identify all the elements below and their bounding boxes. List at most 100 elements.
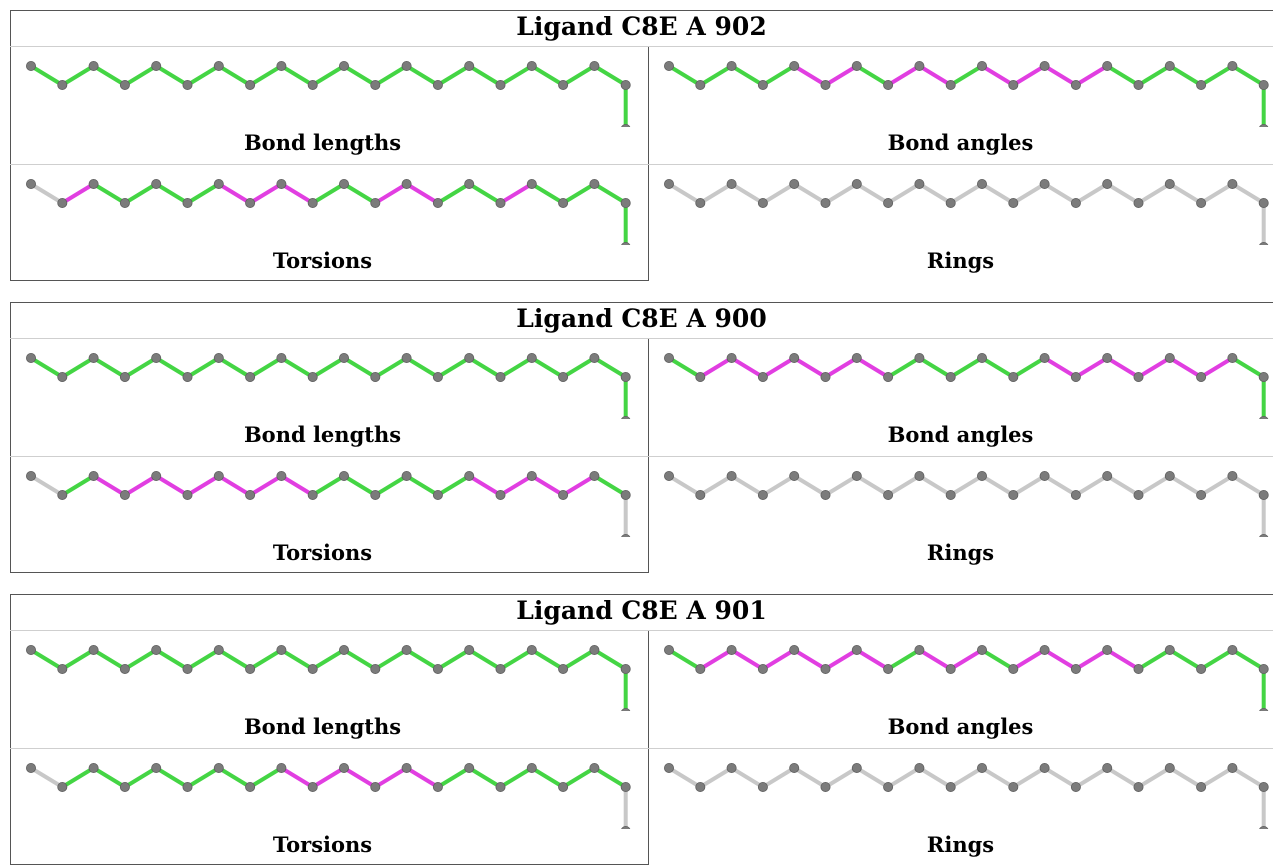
atom bbox=[726, 178, 737, 189]
atom bbox=[589, 470, 600, 481]
bond-outlier bbox=[917, 648, 953, 671]
atom bbox=[1259, 124, 1269, 127]
bond-pass bbox=[917, 356, 953, 379]
bond-outlier bbox=[1167, 356, 1204, 379]
atom bbox=[526, 60, 537, 71]
atom bbox=[820, 198, 831, 209]
block-frame bbox=[10, 594, 1273, 865]
atom bbox=[401, 644, 412, 655]
bond-outlier bbox=[279, 474, 315, 497]
bond-pass bbox=[498, 64, 534, 87]
atom bbox=[695, 664, 706, 675]
panel-label: Rings bbox=[926, 248, 995, 273]
bond-pass bbox=[342, 182, 378, 205]
atom bbox=[1008, 490, 1019, 501]
validation-panel: Bond angles bbox=[648, 47, 1273, 163]
bond-no-data bbox=[792, 182, 828, 205]
atom bbox=[914, 644, 925, 655]
bond-no-data bbox=[1199, 182, 1235, 205]
bond-pass bbox=[404, 356, 440, 379]
atom bbox=[1164, 644, 1175, 655]
bond-outlier bbox=[91, 474, 127, 497]
atom bbox=[757, 664, 768, 675]
atom bbox=[1227, 60, 1238, 71]
bond-outlier bbox=[1136, 356, 1172, 379]
bond-outlier bbox=[948, 648, 984, 671]
bond-pass bbox=[561, 64, 597, 87]
bond-pass bbox=[404, 648, 440, 671]
atom bbox=[276, 644, 287, 655]
atom bbox=[245, 372, 256, 383]
bond-pass bbox=[498, 648, 534, 671]
atom bbox=[276, 762, 287, 773]
bond-outlier bbox=[1042, 64, 1078, 87]
bond-no-data bbox=[886, 766, 922, 789]
atom bbox=[1133, 664, 1144, 675]
bond-pass bbox=[216, 356, 253, 379]
bond-pass bbox=[1199, 64, 1235, 87]
atom bbox=[119, 490, 130, 501]
atom bbox=[1102, 352, 1113, 363]
bond-outlier bbox=[792, 648, 828, 671]
bond-pass bbox=[248, 766, 284, 789]
atom bbox=[914, 470, 925, 481]
bond-no-data bbox=[760, 766, 797, 789]
bond-pass bbox=[1167, 648, 1204, 671]
bond-pass bbox=[60, 766, 96, 789]
atom bbox=[1164, 470, 1175, 481]
atom bbox=[57, 664, 68, 675]
atom bbox=[1196, 782, 1207, 793]
atom bbox=[495, 198, 506, 209]
ligand-block: Ligand C8E A 902 Bond lengths Bond angles T… bbox=[10, 10, 1273, 281]
atom bbox=[1008, 80, 1019, 91]
bond-pass bbox=[342, 64, 378, 87]
bond-outlier bbox=[404, 182, 440, 205]
atom bbox=[401, 60, 412, 71]
atom bbox=[495, 372, 506, 383]
atom bbox=[1259, 416, 1269, 419]
bond-pass bbox=[185, 64, 221, 87]
molecule-diagram bbox=[25, 470, 631, 537]
atom bbox=[25, 352, 36, 363]
bond-no-data bbox=[29, 766, 65, 789]
bond-pass bbox=[980, 648, 1016, 671]
bond-pass bbox=[592, 182, 628, 205]
bond-pass bbox=[29, 356, 65, 379]
atom bbox=[1259, 826, 1269, 829]
bond-pass bbox=[122, 356, 159, 379]
atom bbox=[1102, 470, 1113, 481]
atom bbox=[464, 352, 475, 363]
atom bbox=[464, 60, 475, 71]
bond-pass bbox=[122, 64, 159, 87]
panel-label: Rings bbox=[926, 832, 995, 857]
atom bbox=[25, 762, 36, 773]
bond-pass bbox=[29, 648, 65, 671]
bond-pass bbox=[91, 64, 127, 87]
bond-outlier bbox=[1042, 648, 1078, 671]
bond-no-data bbox=[1136, 182, 1172, 205]
atom bbox=[1070, 782, 1081, 793]
atom bbox=[757, 80, 768, 91]
bond-pass bbox=[886, 356, 922, 379]
bond-pass bbox=[216, 648, 253, 671]
bond-pass bbox=[154, 356, 190, 379]
atom bbox=[1196, 664, 1207, 675]
atom bbox=[1039, 178, 1050, 189]
bond-pass bbox=[91, 766, 127, 789]
atom bbox=[1227, 470, 1238, 481]
validation-panel: Rings bbox=[648, 165, 1273, 281]
bond-pass bbox=[1011, 356, 1047, 379]
bond-pass bbox=[1105, 64, 1141, 87]
bond-outlier bbox=[248, 182, 284, 205]
panel-label: Bond lengths bbox=[243, 422, 402, 447]
bond-no-data bbox=[760, 474, 797, 497]
molecule-diagram bbox=[25, 644, 631, 711]
bond-pass bbox=[529, 648, 566, 671]
bond-outlier bbox=[823, 64, 859, 87]
atom bbox=[526, 470, 537, 481]
atom bbox=[526, 762, 537, 773]
bond-pass bbox=[498, 766, 534, 789]
bond-no-data bbox=[1167, 182, 1204, 205]
atom bbox=[1164, 178, 1175, 189]
atom bbox=[25, 470, 36, 481]
